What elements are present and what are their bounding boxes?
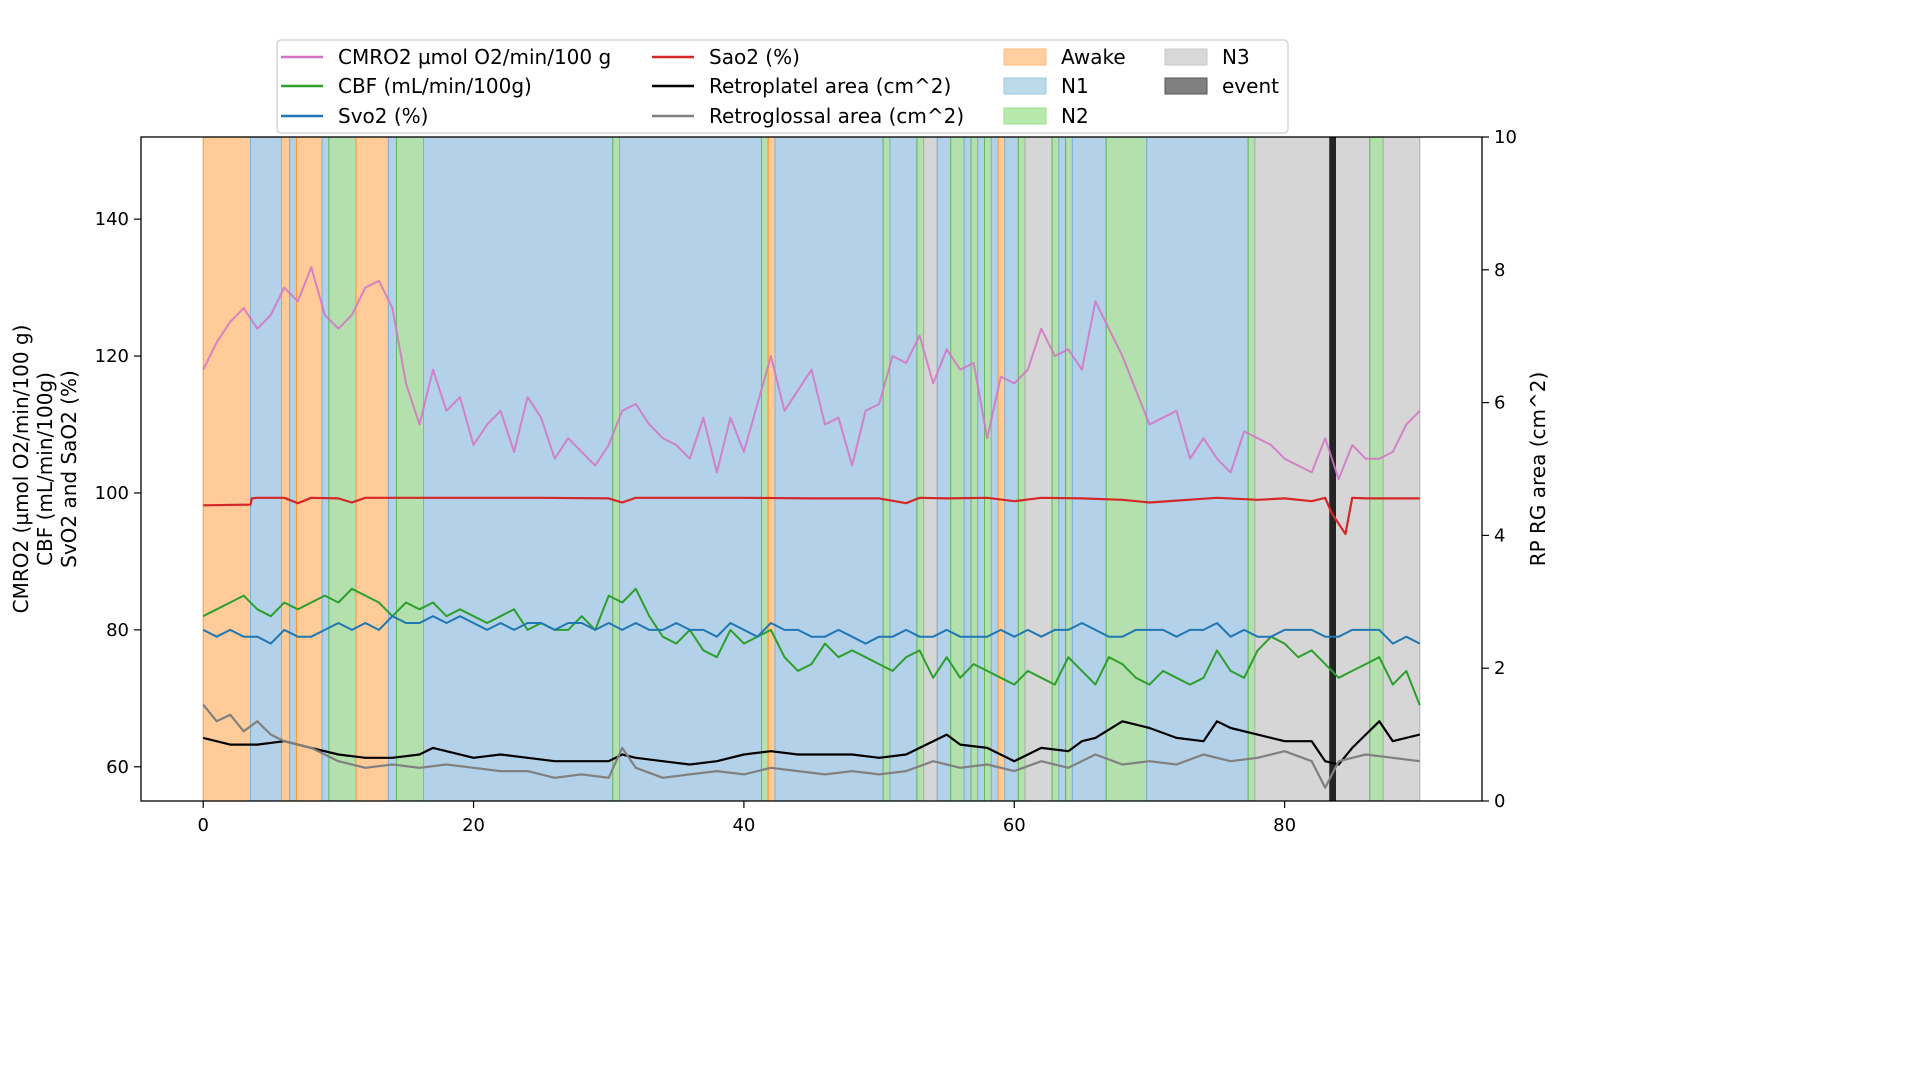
stage-band-n1 — [963, 136, 972, 802]
stage-band-n1 — [977, 136, 986, 802]
y2-tick-label: 8 — [1494, 260, 1505, 281]
legend: CMRO2 µmol O2/min/100 g CBF (mL/min/100g)… — [276, 39, 1289, 134]
y-axis-ticks: 60 80 100 120 140 — [95, 209, 141, 778]
stage-band-n2 — [395, 136, 425, 802]
stage-band-n1 — [889, 136, 918, 802]
y-tick-label: 80 — [106, 620, 129, 641]
axes-frame — [140, 136, 1483, 802]
stage-band-n1 — [936, 136, 952, 802]
legend-label: Retroglossal area (cm^2) — [709, 104, 964, 128]
stage-band-n2 — [882, 136, 891, 802]
legend-label: event — [1222, 74, 1279, 98]
stage-band-awake — [767, 136, 776, 802]
legend-label: N2 — [1061, 104, 1089, 128]
stage-band-n2 — [1065, 136, 1073, 802]
y-axis-label-line: CMRO2 (µmol O2/min/100 g) — [9, 325, 33, 614]
y-tick-label: 60 — [106, 757, 129, 778]
y2-tick-label: 2 — [1494, 658, 1505, 679]
series-line-2 — [202, 615, 1421, 645]
stage-band-n1 — [1071, 136, 1107, 802]
stage-band-n1 — [387, 136, 397, 802]
stage-band-n2 — [760, 136, 769, 802]
stage-band-n2 — [984, 136, 992, 802]
stage-band-n2 — [612, 136, 621, 802]
stage-band-n2 — [1247, 136, 1256, 802]
stage-band-n1 — [321, 136, 330, 802]
data-series — [202, 266, 1421, 789]
stage-band-n1 — [1058, 136, 1067, 802]
y-axis-label: CMRO2 (µmol O2/min/100 g)CBF (mL/min/100… — [9, 325, 81, 614]
x-tick-label: 60 — [1003, 815, 1026, 836]
x-tick-label: 0 — [197, 815, 208, 836]
y2-tick-label: 4 — [1494, 525, 1505, 546]
series-line-0 — [202, 266, 1421, 481]
stage-band-n1 — [990, 136, 999, 802]
series-line-1 — [202, 587, 1421, 706]
legend-patch-swatch — [1003, 48, 1047, 66]
sleep-stage-bands — [202, 136, 1421, 802]
legend-label: CBF (mL/min/100g) — [338, 74, 532, 98]
stage-band-awake — [202, 136, 251, 802]
stage-band-n2 — [1369, 136, 1384, 802]
event-markers — [1329, 137, 1337, 801]
stage-band-n2 — [970, 136, 979, 802]
legend-label: Awake — [1061, 45, 1126, 69]
stage-band-n1 — [1004, 136, 1019, 802]
legend-label: Retroplatel area (cm^2) — [709, 74, 951, 98]
legend-patch-swatch — [1003, 77, 1047, 95]
x-tick-label: 80 — [1273, 815, 1296, 836]
stage-band-n1 — [249, 136, 283, 802]
x-axis-ticks: 0 20 40 60 80 — [197, 801, 1296, 836]
stage-band-n1 — [423, 136, 614, 802]
stage-band-n2 — [1017, 136, 1026, 802]
stage-band-n2 — [1051, 136, 1060, 802]
stage-band-n2 — [950, 136, 965, 802]
stage-band-n1 — [619, 136, 762, 802]
y-tick-label: 140 — [95, 209, 129, 230]
legend-patch-swatch — [1003, 107, 1047, 125]
stage-band-awake — [997, 136, 1006, 802]
y2-tick-label: 6 — [1494, 393, 1505, 414]
y2-tick-label: 10 — [1494, 127, 1517, 148]
stage-band-n1 — [774, 136, 884, 802]
y2-tick-label: 0 — [1494, 791, 1505, 812]
series-line-3 — [203, 496, 1420, 536]
legend-label: N3 — [1222, 45, 1250, 69]
chart-container: 0 20 40 60 80 60 80 100 120 140 0 2 4 6 8 10 CMRO2 (µ… — [9, 39, 1550, 836]
stage-band-awake — [295, 136, 323, 802]
legend-patch-swatch — [1164, 48, 1208, 66]
y2-axis-label: RP RG area (cm^2) — [1526, 372, 1550, 567]
legend-label: Svo2 (%) — [338, 104, 428, 128]
stage-band-n1 — [1146, 136, 1249, 802]
y2-axis-ticks: 0 2 4 6 8 10 — [1482, 127, 1517, 812]
y-axis-label-line: SvO2 and SaO2 (%) — [57, 370, 81, 568]
stage-band-n2 — [1105, 136, 1148, 802]
stage-band-n3 — [1024, 136, 1053, 802]
series-line-5 — [202, 704, 1420, 789]
legend-label: Sao2 (%) — [709, 45, 800, 69]
y-tick-label: 100 — [95, 483, 129, 504]
stage-band-awake — [281, 136, 291, 802]
y-axis-label-line: CBF (mL/min/100g) — [33, 372, 57, 566]
stage-band-n2 — [328, 136, 357, 802]
x-tick-label: 20 — [462, 815, 485, 836]
stage-band-n3 — [1382, 136, 1421, 802]
chart-svg: 0 20 40 60 80 60 80 100 120 140 0 2 4 6 8 10 CMRO2 (µ… — [9, 39, 1550, 836]
x-tick-label: 40 — [732, 815, 755, 836]
legend-label: CMRO2 µmol O2/min/100 g — [338, 45, 611, 69]
stage-band-n1 — [289, 136, 297, 802]
event-band — [1329, 137, 1337, 801]
series-line-4 — [202, 720, 1421, 766]
y-tick-label: 120 — [95, 346, 129, 367]
stage-band-n2 — [916, 136, 925, 802]
legend-patch-swatch — [1164, 77, 1208, 95]
stage-band-awake — [355, 136, 389, 802]
stage-band-n3 — [923, 136, 938, 802]
legend-label: N1 — [1061, 74, 1089, 98]
